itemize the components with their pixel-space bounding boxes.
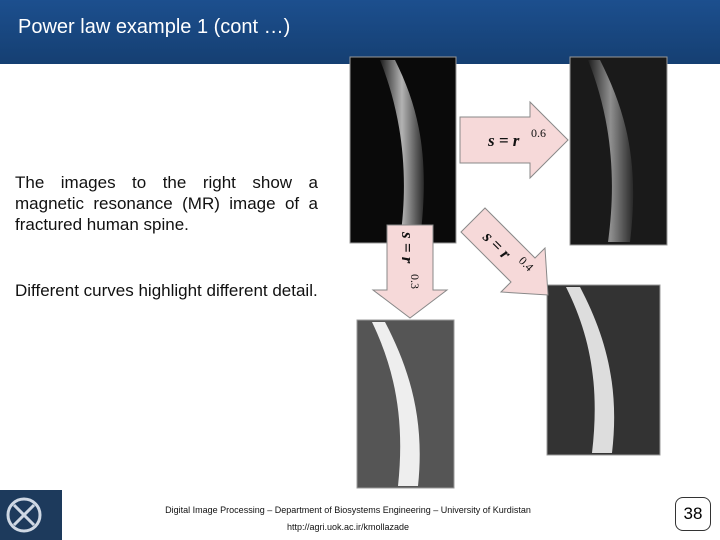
arrow — [460, 207, 549, 296]
footer-url: http://agri.uok.ac.ir/kmollazade — [286, 522, 410, 532]
paragraph: The images to the right show a magnetic … — [15, 173, 318, 234]
formula-base: s = r — [398, 231, 417, 264]
page-number: 38 — [675, 497, 711, 531]
mr-image — [349, 56, 457, 244]
arrow — [371, 224, 449, 319]
mr-image — [569, 56, 668, 246]
formula-exponent: 0.6 — [531, 126, 546, 140]
paragraph: Different curves highlight different det… — [15, 281, 318, 300]
formula-base: s = r — [487, 131, 520, 150]
mr-image — [356, 319, 455, 489]
header-bar: Power law example 1 (cont …) — [0, 0, 720, 64]
arrow — [459, 100, 569, 180]
mr-image — [546, 284, 661, 456]
slide-title: Power law example 1 (cont …) — [18, 16, 291, 38]
footer-text: Digital Image Processing – Department of… — [165, 505, 531, 515]
logo — [0, 490, 62, 540]
formula-exponent: 0.3 — [408, 274, 422, 289]
